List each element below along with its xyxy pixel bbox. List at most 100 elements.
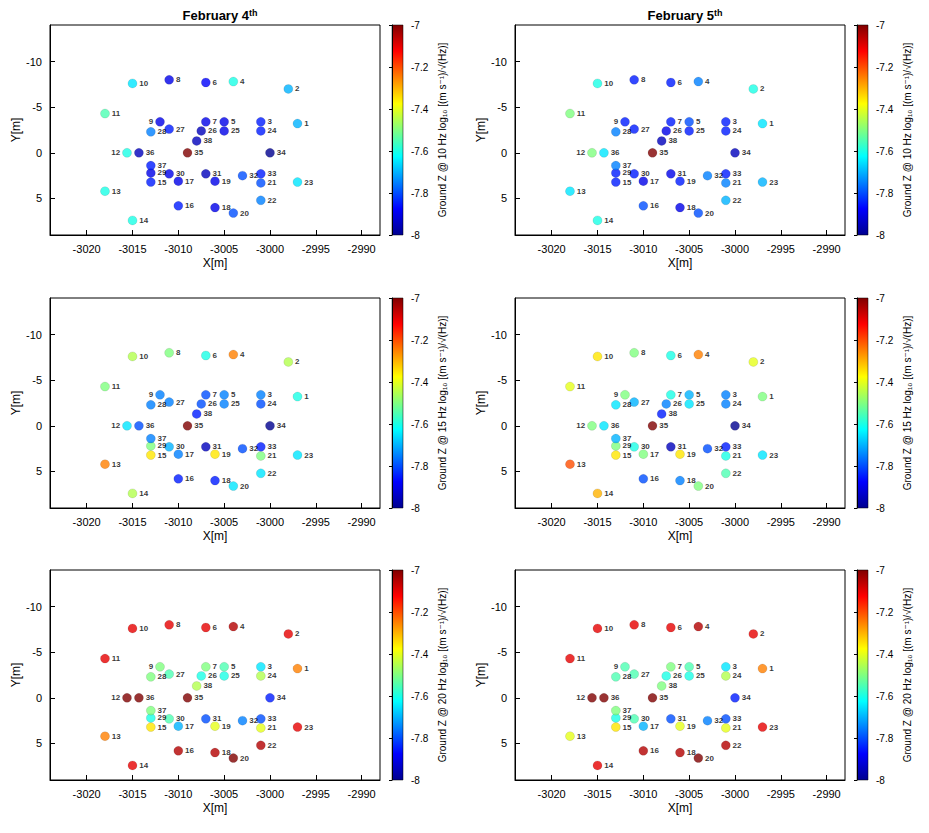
svg-text:36: 36 [611, 421, 620, 430]
svg-text:27: 27 [176, 398, 185, 407]
svg-text:12: 12 [576, 421, 585, 430]
svg-text:37: 37 [623, 161, 632, 170]
svg-text:32: 32 [249, 716, 258, 725]
svg-text:19: 19 [687, 722, 696, 731]
svg-text:th: th [249, 8, 258, 18]
svg-text:-2995: -2995 [767, 516, 795, 528]
svg-text:-2995: -2995 [302, 788, 330, 800]
svg-text:24: 24 [268, 671, 277, 680]
svg-text:1: 1 [769, 664, 774, 673]
svg-text:37: 37 [623, 434, 632, 443]
svg-text:4: 4 [705, 77, 710, 86]
svg-text:20: 20 [705, 754, 714, 763]
svg-text:-7.6: -7.6 [411, 691, 429, 702]
svg-text:36: 36 [611, 693, 620, 702]
svg-text:-8: -8 [876, 775, 885, 786]
svg-text:0: 0 [36, 147, 42, 159]
svg-text:38: 38 [668, 409, 677, 418]
svg-text:-3020: -3020 [538, 243, 566, 255]
svg-text:35: 35 [659, 693, 668, 702]
svg-text:-7.8: -7.8 [876, 188, 894, 199]
svg-text:17: 17 [185, 450, 194, 459]
svg-text:23: 23 [304, 178, 313, 187]
svg-text:-7.6: -7.6 [876, 146, 894, 157]
svg-text:5: 5 [696, 390, 701, 399]
svg-text:5: 5 [501, 737, 507, 749]
svg-text:35: 35 [194, 148, 203, 157]
svg-text:7: 7 [678, 390, 683, 399]
svg-text:18: 18 [687, 476, 696, 485]
svg-text:-7.8: -7.8 [876, 461, 894, 472]
svg-text:23: 23 [769, 451, 778, 460]
svg-text:14: 14 [139, 489, 148, 498]
svg-text:-2995: -2995 [302, 243, 330, 255]
svg-text:-10: -10 [491, 56, 507, 68]
svg-text:17: 17 [650, 177, 659, 186]
svg-text:34: 34 [277, 693, 286, 702]
svg-text:28: 28 [623, 127, 632, 136]
svg-text:-7.8: -7.8 [876, 733, 894, 744]
svg-text:-3010: -3010 [629, 788, 657, 800]
svg-text:-7.8: -7.8 [411, 733, 429, 744]
svg-text:27: 27 [641, 125, 650, 134]
svg-text:2: 2 [760, 629, 765, 638]
svg-text:-7.6: -7.6 [876, 419, 894, 430]
svg-text:-7.4: -7.4 [411, 104, 429, 115]
svg-text:-2990: -2990 [348, 788, 376, 800]
svg-text:33: 33 [268, 442, 277, 451]
svg-text:-3010: -3010 [164, 788, 192, 800]
svg-text:26: 26 [208, 671, 217, 680]
svg-text:31: 31 [213, 442, 222, 451]
svg-text:10: 10 [604, 79, 613, 88]
svg-text:24: 24 [733, 399, 742, 408]
svg-text:-2990: -2990 [813, 243, 841, 255]
svg-text:4: 4 [240, 622, 245, 631]
svg-text:-10: -10 [26, 601, 42, 613]
svg-text:-7: -7 [411, 20, 420, 31]
svg-text:X[m]: X[m] [668, 801, 693, 815]
svg-text:12: 12 [111, 693, 120, 702]
svg-text:31: 31 [678, 714, 687, 723]
svg-text:37: 37 [158, 434, 167, 443]
svg-text:30: 30 [176, 169, 185, 178]
svg-text:36: 36 [146, 148, 155, 157]
svg-text:-3000: -3000 [256, 516, 284, 528]
svg-text:X[m]: X[m] [668, 256, 693, 270]
svg-text:-7.4: -7.4 [411, 377, 429, 388]
svg-text:-7.4: -7.4 [876, 104, 894, 115]
svg-text:-7.2: -7.2 [411, 607, 429, 618]
svg-text:27: 27 [176, 125, 185, 134]
svg-text:38: 38 [203, 409, 212, 418]
svg-text:-3015: -3015 [118, 243, 146, 255]
svg-text:-7.2: -7.2 [876, 607, 894, 618]
svg-text:-3010: -3010 [164, 516, 192, 528]
svg-text:1: 1 [769, 392, 774, 401]
svg-text:9: 9 [614, 117, 619, 126]
svg-text:0: 0 [36, 420, 42, 432]
svg-text:-3020: -3020 [73, 243, 101, 255]
svg-text:18: 18 [687, 203, 696, 212]
svg-text:24: 24 [733, 126, 742, 135]
svg-text:-8: -8 [411, 775, 420, 786]
svg-text:34: 34 [277, 148, 286, 157]
svg-text:38: 38 [668, 681, 677, 690]
svg-text:37: 37 [623, 706, 632, 715]
svg-text:Y[m]: Y[m] [9, 663, 23, 688]
svg-text:19: 19 [222, 177, 231, 186]
svg-text:-3020: -3020 [538, 516, 566, 528]
svg-text:30: 30 [176, 714, 185, 723]
svg-text:6: 6 [213, 351, 218, 360]
svg-text:-8: -8 [876, 230, 885, 241]
svg-text:5: 5 [231, 117, 236, 126]
svg-text:-3000: -3000 [256, 243, 284, 255]
svg-text:12: 12 [576, 148, 585, 157]
svg-text:32: 32 [714, 171, 723, 180]
svg-text:7: 7 [213, 117, 218, 126]
svg-text:2: 2 [295, 357, 300, 366]
svg-text:1: 1 [769, 119, 774, 128]
svg-text:28: 28 [158, 672, 167, 681]
svg-text:35: 35 [659, 421, 668, 430]
svg-text:18: 18 [222, 748, 231, 757]
svg-text:-7: -7 [411, 293, 420, 304]
svg-text:19: 19 [687, 450, 696, 459]
